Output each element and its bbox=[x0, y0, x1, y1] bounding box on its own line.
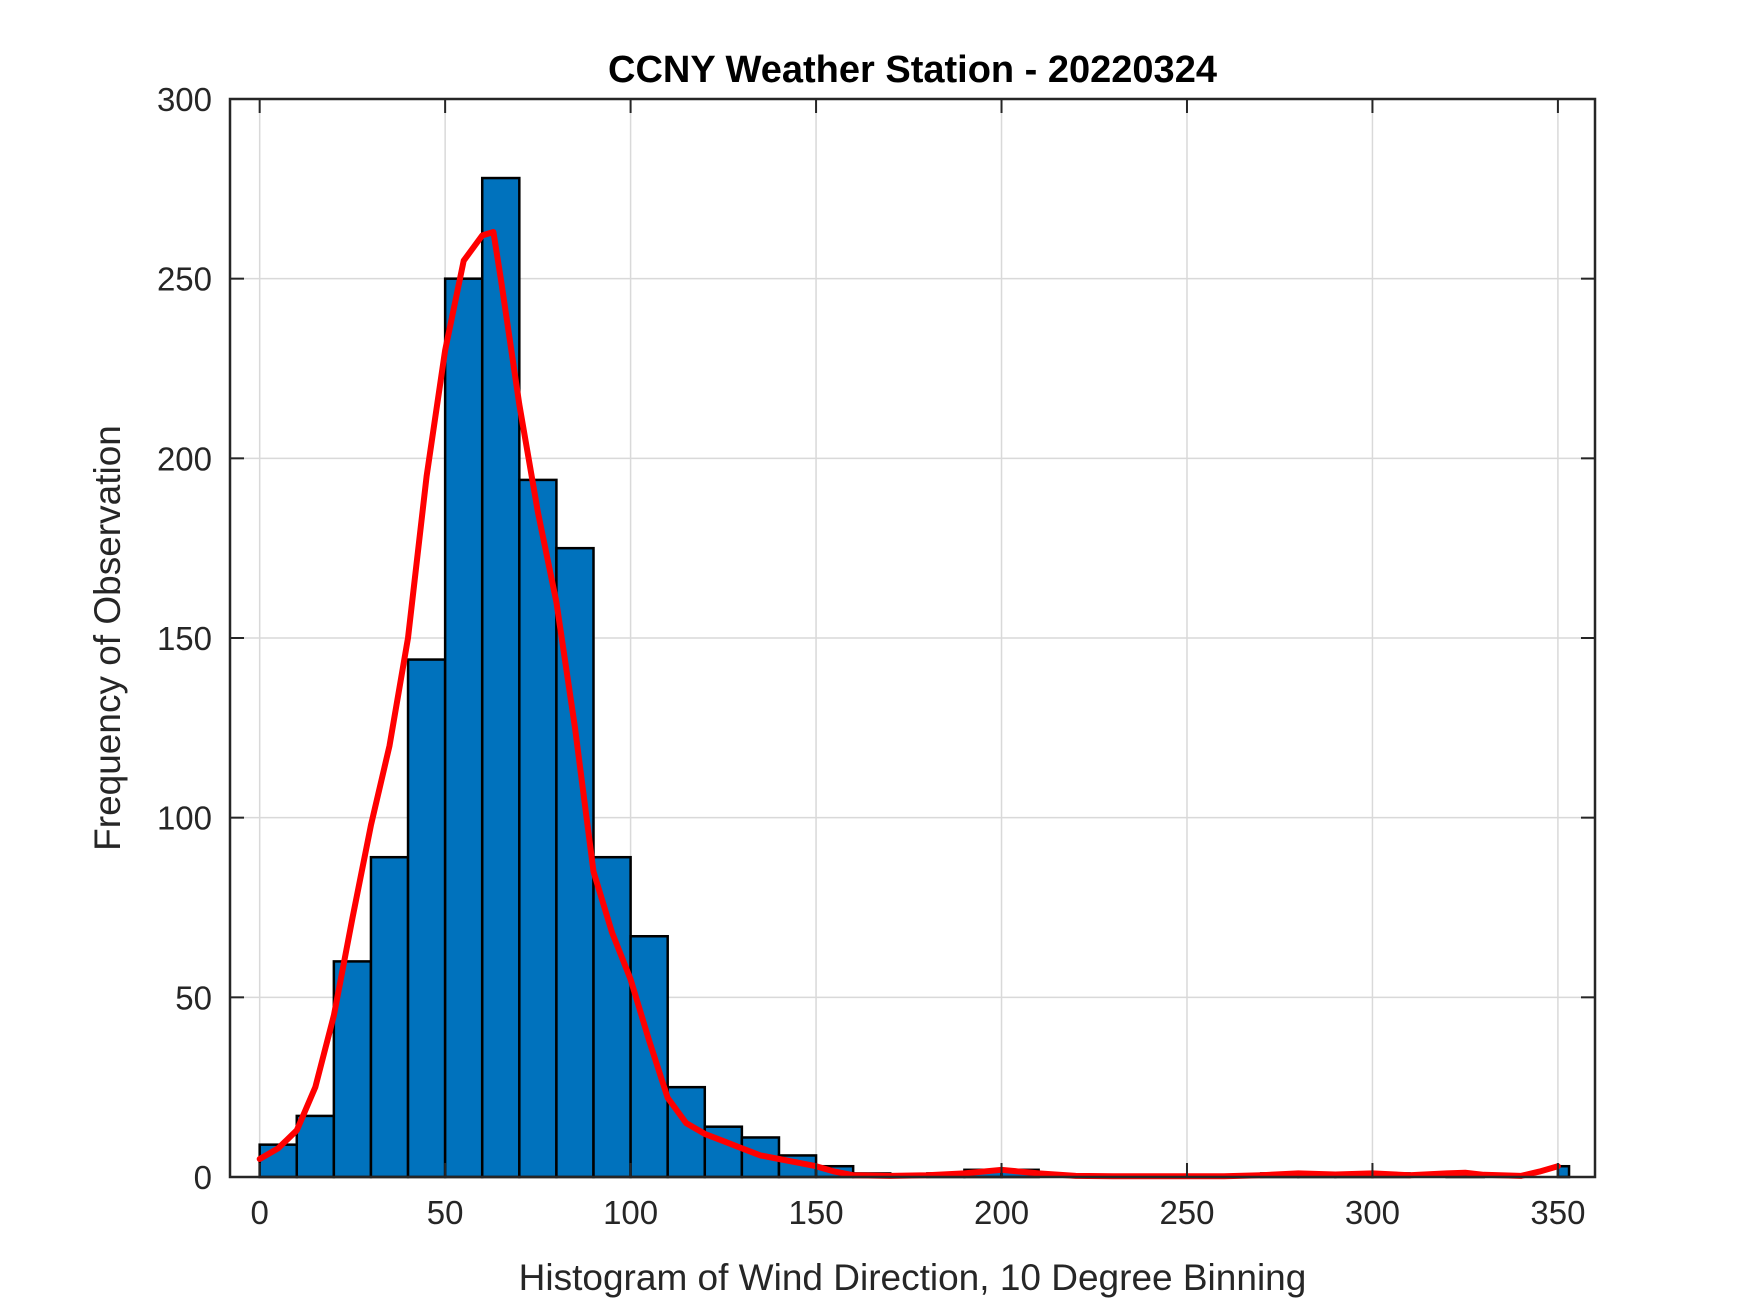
fit-line-smoothed-fit bbox=[256, 229, 1561, 1180]
y-tick-label: 300 bbox=[157, 81, 212, 118]
histogram-bar-30 bbox=[369, 855, 410, 1179]
x-tick-label: 250 bbox=[1159, 1194, 1214, 1231]
chart-title: CCNY Weather Station - 20220324 bbox=[608, 49, 1217, 91]
y-tick-labels: 0 50 100 150 200 250 300 bbox=[157, 81, 212, 1196]
x-tick-label: 200 bbox=[974, 1194, 1029, 1231]
x-tick-label: 150 bbox=[789, 1194, 844, 1231]
x-axis-label: Histogram of Wind Direction, 10 Degree B… bbox=[519, 1257, 1307, 1298]
fit-line-layer bbox=[256, 229, 1561, 1180]
y-tick-label: 200 bbox=[157, 440, 212, 477]
axis-ticks bbox=[230, 98, 1595, 1178]
x-tick-label: 0 bbox=[250, 1194, 268, 1231]
x-tick-label: 350 bbox=[1530, 1194, 1585, 1231]
y-tick-label: 250 bbox=[157, 261, 212, 298]
histogram-bar-60 bbox=[480, 176, 521, 1179]
histogram-bar-100 bbox=[629, 934, 669, 1179]
y-tick-label: 100 bbox=[157, 800, 212, 837]
y-axis-label: Frequency of Observation bbox=[87, 425, 128, 851]
y-tick-label: 50 bbox=[175, 979, 212, 1016]
x-tick-labels: 0 50 100 150 200 250 300 350 bbox=[250, 1194, 1585, 1231]
x-tick-label: 100 bbox=[603, 1194, 658, 1231]
histogram-bar-40 bbox=[406, 658, 447, 1179]
x-tick-label: 300 bbox=[1345, 1194, 1400, 1231]
y-tick-label: 0 bbox=[194, 1159, 212, 1196]
histogram-bar-90 bbox=[592, 855, 632, 1179]
y-tick-label: 150 bbox=[157, 620, 212, 657]
histogram-bar-10 bbox=[295, 1114, 336, 1179]
x-tick-label: 50 bbox=[427, 1194, 464, 1231]
histogram-bars bbox=[258, 176, 1571, 1179]
histogram-bar-50 bbox=[443, 277, 484, 1179]
